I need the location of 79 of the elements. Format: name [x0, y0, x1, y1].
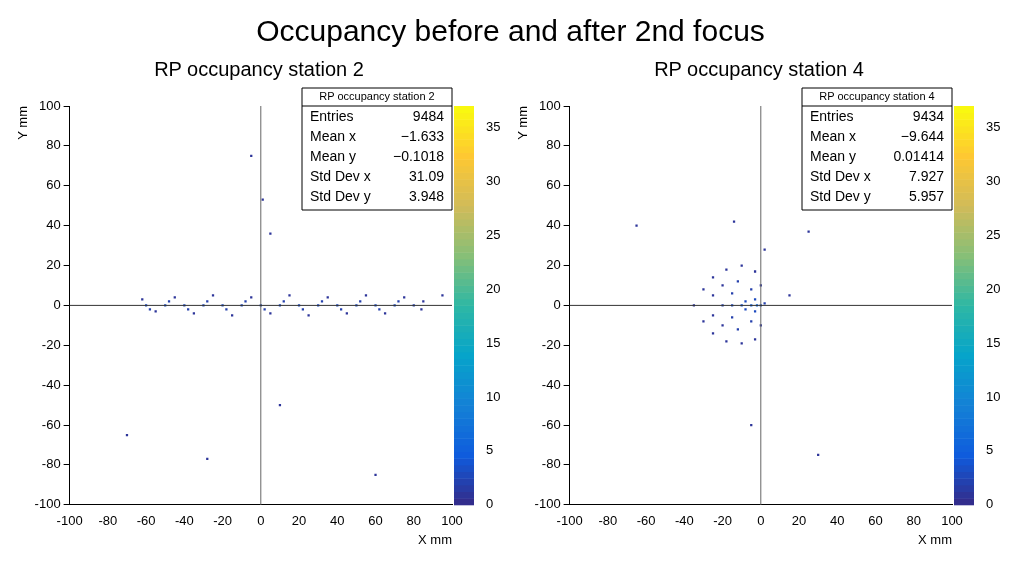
y-tick-label: 100: [538, 97, 561, 113]
y-tick-label: -20: [541, 336, 561, 352]
y-tick-label: -80: [541, 456, 561, 472]
x-tick-label: 60: [867, 513, 883, 529]
y-axis-title: Y mm: [514, 106, 530, 140]
color-bar-label: 30: [485, 173, 500, 189]
y-tick-label: -40: [41, 376, 61, 392]
y-tick-label: 0: [52, 296, 61, 312]
text: Std Dev y 5.957: [809, 187, 944, 204]
x-tick-label: 60: [367, 513, 383, 529]
y-tick-label: -100: [34, 496, 61, 512]
y-tick-label: -80: [41, 456, 61, 472]
y-tick-label: -20: [41, 336, 61, 352]
color-bar-label: 5: [985, 442, 993, 458]
y-tick-label: -60: [541, 416, 561, 432]
color-bar-label: 0: [485, 496, 493, 512]
x-tick-label: -100: [556, 513, 583, 529]
text: Mean x −1.633: [309, 127, 444, 144]
x-tick-label: 80: [406, 513, 421, 529]
y-tick-label: 20: [45, 257, 61, 273]
x-tick-label: -100: [56, 513, 83, 529]
y-tick-label: 40: [45, 217, 61, 233]
text: Entries 9434: [809, 107, 944, 124]
x-tick-label: 100: [440, 513, 463, 529]
text: Std Dev y 3.948: [309, 187, 444, 204]
chart-title: RP occupancy station 4: [653, 57, 864, 80]
color-bar-label: 35: [485, 119, 500, 135]
color-bar-label: 35: [985, 119, 1000, 135]
x-axis-title: X mm: [417, 531, 452, 547]
y-tick-label: 100: [38, 97, 61, 113]
color-bar-label: 20: [485, 280, 500, 296]
color-bar-label: 30: [985, 173, 1000, 189]
text: Mean x −9.644: [809, 127, 944, 144]
y-tick-label: 60: [45, 177, 61, 193]
color-bar-label: 10: [485, 388, 500, 404]
y-tick-label: 40: [545, 217, 561, 233]
x-tick-label: -40: [174, 513, 194, 529]
x-tick-label: 100: [940, 513, 963, 529]
x-tick-label: -20: [712, 513, 732, 529]
text: Entries 9484: [309, 107, 444, 124]
color-bar-label: 5: [485, 442, 493, 458]
color-bar-label: 20: [985, 280, 1000, 296]
x-tick-label: -60: [136, 513, 155, 529]
color-bar-label: 0: [985, 496, 993, 512]
y-tick-label: 80: [45, 137, 61, 153]
y-tick-label: 0: [552, 296, 561, 312]
y-tick-label: -100: [534, 496, 561, 512]
x-tick-label: -60: [636, 513, 655, 529]
y-tick-label: 20: [545, 257, 561, 273]
y-tick-label: -60: [41, 416, 61, 432]
text: RP occupancy station 2: [318, 90, 435, 103]
text: Std Dev x 7.927: [809, 167, 944, 184]
y-axis-title: Y mm: [14, 106, 30, 140]
x-tick-label: 40: [329, 513, 345, 529]
x-tick-label: 0: [256, 513, 264, 529]
text: Occupancy before and after 2nd focus: [255, 13, 766, 48]
x-tick-label: 20: [791, 513, 806, 529]
text: RP occupancy station 4: [818, 90, 935, 103]
y-tick-label: -40: [541, 376, 561, 392]
x-tick-label: 80: [906, 513, 921, 529]
x-tick-label: -20: [212, 513, 232, 529]
text: Std Dev x 31.09: [309, 167, 444, 184]
x-tick-label: 40: [829, 513, 845, 529]
color-bar-label: 25: [485, 226, 500, 242]
x-tick-label: 0: [756, 513, 764, 529]
text: Mean y −0.1018: [309, 147, 444, 164]
x-tick-label: -80: [97, 513, 117, 529]
y-tick-label: 60: [545, 177, 561, 193]
color-bar-label: 10: [985, 388, 1000, 404]
color-bar-label: 15: [485, 334, 500, 350]
color-bar-label: 25: [985, 226, 1000, 242]
chart-title: RP occupancy station 2: [153, 57, 364, 80]
x-tick-label: 20: [291, 513, 306, 529]
x-axis-title: X mm: [917, 531, 952, 547]
color-bar-label: 15: [985, 334, 1000, 350]
x-tick-label: -80: [597, 513, 617, 529]
text: Mean y 0.01414: [809, 147, 944, 164]
x-tick-label: -40: [674, 513, 694, 529]
y-tick-label: 80: [545, 137, 561, 153]
